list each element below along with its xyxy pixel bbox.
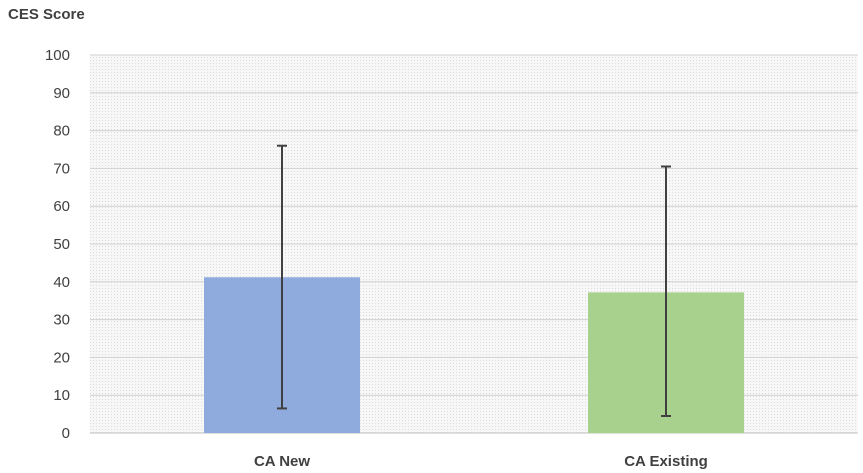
y-tick-label: 50 — [53, 236, 70, 253]
y-tick-label: 10 — [53, 387, 70, 404]
error-bars — [277, 144, 671, 417]
category-labels: CA New CA Existing — [254, 453, 708, 470]
y-tick-label: 0 — [62, 425, 70, 442]
y-tick-label: 30 — [53, 312, 70, 329]
category-label: CA Existing — [624, 453, 708, 470]
y-tick-label: 40 — [53, 274, 70, 291]
error-bar — [661, 165, 671, 417]
y-tick-label: 90 — [53, 85, 70, 102]
category-label: CA New — [254, 453, 310, 470]
y-tick-label: 20 — [53, 349, 70, 366]
y-tick-labels: 0 10 20 30 40 50 60 70 80 90 100 — [45, 47, 70, 442]
error-bar — [277, 144, 287, 410]
y-tick-label: 70 — [53, 160, 70, 177]
y-tick-label: 60 — [53, 198, 70, 215]
y-tick-label: 80 — [53, 123, 70, 140]
y-tick-label: 100 — [45, 47, 70, 64]
y-axis-title: CES Score — [8, 6, 85, 23]
